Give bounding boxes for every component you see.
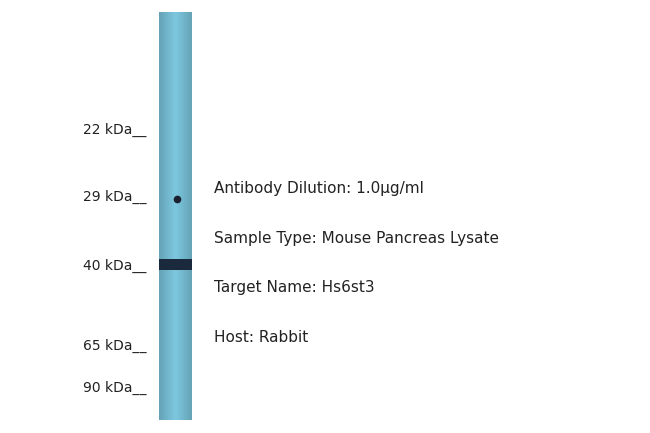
Text: 40 kDa__: 40 kDa__ bbox=[83, 259, 146, 273]
Text: Sample Type: Mouse Pancreas Lysate: Sample Type: Mouse Pancreas Lysate bbox=[214, 231, 499, 246]
Text: 29 kDa__: 29 kDa__ bbox=[83, 190, 146, 204]
Text: 90 kDa__: 90 kDa__ bbox=[83, 381, 146, 394]
Bar bbox=[159, 259, 192, 269]
Text: Antibody Dilution: 1.0μg/ml: Antibody Dilution: 1.0μg/ml bbox=[214, 181, 424, 196]
Text: Host: Rabbit: Host: Rabbit bbox=[214, 330, 309, 345]
Text: Target Name: Hs6st3: Target Name: Hs6st3 bbox=[214, 281, 375, 295]
Text: 65 kDa__: 65 kDa__ bbox=[83, 339, 146, 353]
Text: 22 kDa__: 22 kDa__ bbox=[83, 123, 146, 137]
